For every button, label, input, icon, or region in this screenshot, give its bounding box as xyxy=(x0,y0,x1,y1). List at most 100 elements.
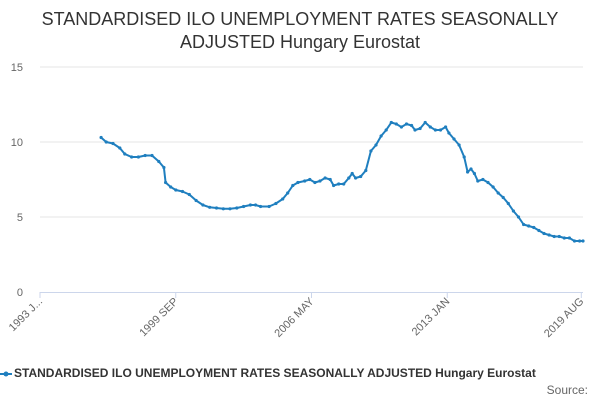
chart-title-line-2: ADJUSTED Hungary Eurostat xyxy=(179,32,421,52)
data-point-34 xyxy=(308,177,312,182)
data-point-78 xyxy=(516,215,521,219)
data-point-49 xyxy=(379,134,383,138)
chart-title-line-1: STANDARDISED ILO UNEMPLOYMENT RATES SEAS… xyxy=(41,9,559,29)
data-point-74 xyxy=(496,191,500,195)
data-point-8 xyxy=(150,153,154,158)
legend-label: STANDARDISED ILO UNEMPLOYMENT RATES SEAS… xyxy=(14,366,536,380)
data-point-61 xyxy=(438,128,443,132)
data-point-89 xyxy=(572,239,577,243)
data-point-43 xyxy=(350,171,354,176)
chart-title: STANDARDISED ILO UNEMPLOYMENT RATES SEAS… xyxy=(0,8,600,54)
data-point-32 xyxy=(296,180,300,185)
data-point-82 xyxy=(537,228,541,233)
data-point-63 xyxy=(447,131,451,135)
data-point-41 xyxy=(342,182,346,186)
data-point-60 xyxy=(433,128,437,132)
data-point-4 xyxy=(123,152,127,156)
data-point-33 xyxy=(303,179,307,183)
data-point-16 xyxy=(194,198,198,203)
data-point-48 xyxy=(374,143,378,147)
data-point-67 xyxy=(466,170,470,174)
y-tick-label-3: 15 xyxy=(11,62,23,74)
x-tick-label-4: 2019 AUG xyxy=(542,296,586,340)
data-point-51 xyxy=(389,120,393,125)
data-point-39 xyxy=(332,183,336,188)
data-point-24 xyxy=(248,203,252,207)
data-point-35 xyxy=(313,180,317,185)
data-point-0 xyxy=(99,135,103,140)
legend[interactable]: STANDARDISED ILO UNEMPLOYMENT RATES SEAS… xyxy=(0,366,600,382)
data-point-83 xyxy=(542,231,546,236)
data-point-70 xyxy=(476,179,480,183)
data-point-9 xyxy=(157,159,161,164)
data-point-62 xyxy=(444,125,448,129)
x-tick-label-1: 1999 SEP xyxy=(137,296,181,340)
data-point-85 xyxy=(552,234,556,239)
data-point-36 xyxy=(318,179,322,183)
data-point-59 xyxy=(428,125,432,129)
y-axis-tick-labels: 0 5 10 15 xyxy=(11,62,23,299)
data-point-68 xyxy=(469,167,473,171)
data-point-88 xyxy=(567,236,572,240)
data-point-20 xyxy=(221,207,225,211)
data-point-86 xyxy=(557,234,561,239)
data-point-80 xyxy=(527,224,531,228)
y-tick-label-0: 0 xyxy=(17,287,23,299)
data-point-19 xyxy=(214,206,219,210)
data-point-79 xyxy=(522,222,526,227)
data-point-22 xyxy=(235,206,239,210)
data-point-27 xyxy=(267,204,271,209)
data-point-11 xyxy=(164,180,168,185)
data-point-2 xyxy=(111,141,115,146)
data-point-56 xyxy=(413,128,417,132)
data-point-81 xyxy=(532,225,536,230)
data-point-42 xyxy=(347,176,351,180)
data-point-46 xyxy=(364,168,368,173)
data-point-53 xyxy=(399,125,403,129)
data-point-66 xyxy=(462,155,466,159)
gridlines xyxy=(40,66,583,218)
data-point-57 xyxy=(418,126,422,131)
data-point-12 xyxy=(169,185,173,189)
data-point-64 xyxy=(452,137,456,141)
data-point-52 xyxy=(394,122,398,126)
data-point-10 xyxy=(162,165,166,170)
data-point-73 xyxy=(491,185,495,189)
data-point-28 xyxy=(274,201,278,206)
data-point-69 xyxy=(472,171,476,176)
x-tick-label-2: 2006 MAY xyxy=(272,295,317,340)
data-point-1 xyxy=(104,140,108,144)
x-tick-label-0: 1993 J... xyxy=(7,296,45,334)
data-point-14 xyxy=(180,189,185,194)
data-point-7 xyxy=(143,153,147,158)
source-label: Source: xyxy=(546,383,588,397)
data-point-47 xyxy=(369,149,373,153)
legend-marker-icon xyxy=(0,371,12,377)
x-tick-label-3: 2013 JAN xyxy=(410,296,453,339)
data-point-29 xyxy=(281,197,285,201)
data-point-38 xyxy=(328,177,332,182)
data-point-91 xyxy=(581,239,585,243)
y-tick-label-2: 10 xyxy=(11,137,23,149)
data-point-75 xyxy=(501,195,505,200)
data-point-65 xyxy=(457,143,461,147)
data-point-26 xyxy=(259,204,263,209)
data-point-84 xyxy=(547,233,551,237)
data-point-87 xyxy=(562,236,566,240)
data-point-6 xyxy=(136,155,140,159)
data-point-25 xyxy=(253,203,258,207)
series xyxy=(99,120,585,243)
data-point-23 xyxy=(242,204,246,209)
data-point-37 xyxy=(323,176,327,180)
series-line-0 xyxy=(100,121,583,242)
data-point-17 xyxy=(201,203,205,207)
data-point-21 xyxy=(228,207,232,211)
data-point-72 xyxy=(486,180,490,185)
data-point-13 xyxy=(174,188,178,192)
data-point-71 xyxy=(481,177,485,182)
data-point-5 xyxy=(130,155,134,159)
data-point-76 xyxy=(506,201,510,206)
data-point-77 xyxy=(511,209,515,213)
x-axis xyxy=(39,292,583,298)
